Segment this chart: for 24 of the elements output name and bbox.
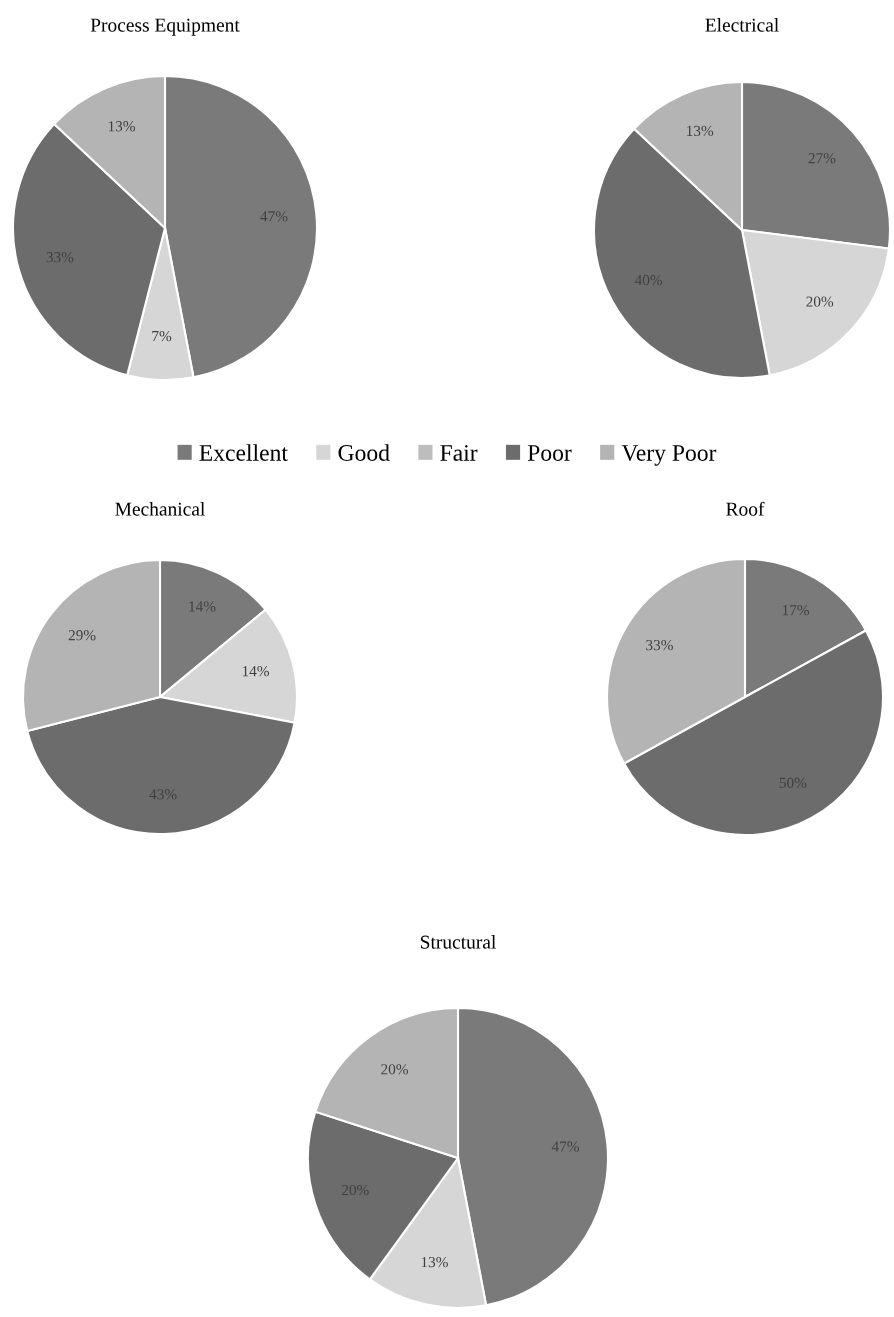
chart-title: Mechanical (115, 502, 205, 516)
data-label: 17% (782, 604, 810, 616)
legend-label: Good (338, 444, 390, 461)
chart-title: Process Equipment (90, 18, 240, 36)
data-label: 7% (152, 330, 172, 342)
legend-label: Excellent (199, 444, 288, 461)
data-label: 27% (808, 153, 836, 164)
data-label: 29% (68, 630, 96, 641)
legend-label: Very Poor (621, 445, 717, 466)
data-label: 33% (646, 639, 673, 651)
data-label: 14% (189, 601, 216, 612)
legend-label: Fair (440, 445, 478, 461)
data-label: 47% (551, 1141, 579, 1152)
data-label: 13% (687, 125, 714, 137)
chart-title: Electrical (705, 18, 779, 32)
data-label: 47% (260, 211, 288, 222)
data-label: 13% (108, 121, 136, 132)
legend-label: Poor (527, 445, 572, 461)
chart-title: Roof (726, 501, 765, 516)
data-label: 20% (806, 296, 834, 307)
data-label: 13% (421, 1256, 448, 1268)
chart-title: Structural (420, 935, 496, 949)
data-label: 20% (381, 1064, 408, 1075)
data-label: 14% (242, 665, 270, 677)
